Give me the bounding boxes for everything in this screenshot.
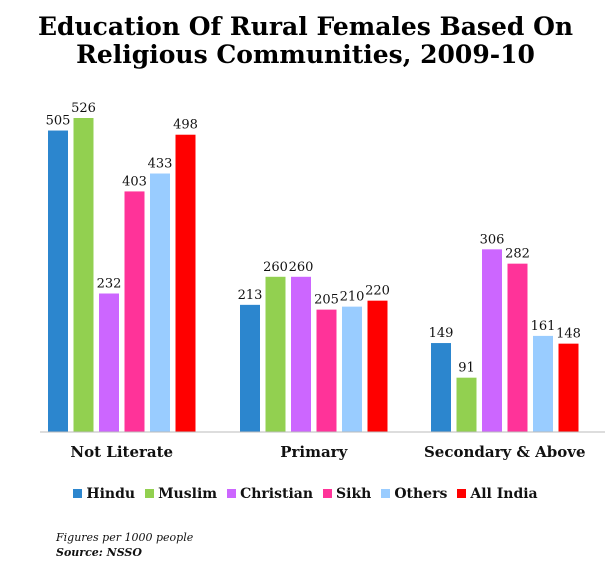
legend-label: Hindu xyxy=(86,486,136,502)
data-label: 306 xyxy=(480,232,505,247)
bar-sikh-1 xyxy=(316,309,337,432)
bar-christian-2 xyxy=(482,249,502,432)
data-label: 91 xyxy=(458,361,475,376)
bar-christian-1 xyxy=(291,276,311,432)
data-label: 232 xyxy=(97,277,122,292)
legend-label: Christian xyxy=(240,486,314,502)
bar-all-india-0 xyxy=(175,134,196,432)
legend-swatch xyxy=(457,489,467,498)
bar-all-india-1 xyxy=(367,300,388,432)
data-label: 403 xyxy=(122,174,147,189)
data-label: 526 xyxy=(71,101,96,116)
bar-all-india-2 xyxy=(558,343,579,432)
chart-title-line-2: Religious Communities, 2009-10 xyxy=(76,40,535,69)
bar-sikh-2 xyxy=(507,263,528,432)
bar-muslim-1 xyxy=(265,276,286,432)
source-note: Source: NSSO xyxy=(56,546,142,559)
chart-title-line-1: Education Of Rural Females Based On xyxy=(37,12,574,41)
bar-others-1 xyxy=(342,306,362,432)
data-label: 505 xyxy=(46,114,71,129)
legend-item: All India xyxy=(457,486,538,502)
data-label: 161 xyxy=(531,319,556,334)
data-label: 498 xyxy=(173,118,198,133)
bar-christian-0 xyxy=(99,293,119,432)
legend-swatch xyxy=(145,489,155,498)
data-label: 220 xyxy=(365,284,390,299)
data-label: 210 xyxy=(340,290,365,305)
bar-hindu-2 xyxy=(431,343,451,432)
legend-label: All India xyxy=(470,486,538,502)
legend-swatch xyxy=(323,489,333,498)
data-label: 205 xyxy=(314,293,339,308)
legend-item: Hindu xyxy=(73,486,135,502)
data-label: 213 xyxy=(238,288,263,303)
bar-hindu-0 xyxy=(48,130,68,432)
legend-item: Others xyxy=(381,486,447,502)
data-label: 149 xyxy=(429,326,454,341)
bar-muslim-2 xyxy=(456,377,477,432)
category-label: Primary xyxy=(280,443,348,461)
data-label: 433 xyxy=(148,157,173,172)
data-label: 260 xyxy=(289,260,314,275)
data-label: 148 xyxy=(556,327,581,342)
legend-item: Christian xyxy=(227,486,313,502)
legend-label: Muslim xyxy=(158,486,218,502)
legend-swatch xyxy=(73,489,83,498)
category-label: Not Literate xyxy=(70,443,173,461)
bar-hindu-1 xyxy=(240,304,260,432)
data-label: 282 xyxy=(505,247,530,262)
bar-others-2 xyxy=(533,335,553,432)
legend-label: Sikh xyxy=(336,486,372,502)
bar-others-0 xyxy=(150,173,170,433)
legend-item: Muslim xyxy=(145,486,217,502)
data-label: 260 xyxy=(263,260,288,275)
legend-swatch xyxy=(381,489,391,498)
legend-swatch xyxy=(227,489,237,498)
figures-note: Figures per 1000 people xyxy=(56,531,194,544)
legend-label: Others xyxy=(394,486,448,502)
legend-item: Sikh xyxy=(323,486,371,502)
bar-sikh-0 xyxy=(124,191,145,432)
category-labels: Not Literate Primary Secondary & Above xyxy=(70,443,585,461)
legend: Hindu Muslim Christian Sikh Others All India xyxy=(0,486,611,502)
bar-muslim-0 xyxy=(73,118,94,432)
category-label: Secondary & Above xyxy=(424,443,586,461)
